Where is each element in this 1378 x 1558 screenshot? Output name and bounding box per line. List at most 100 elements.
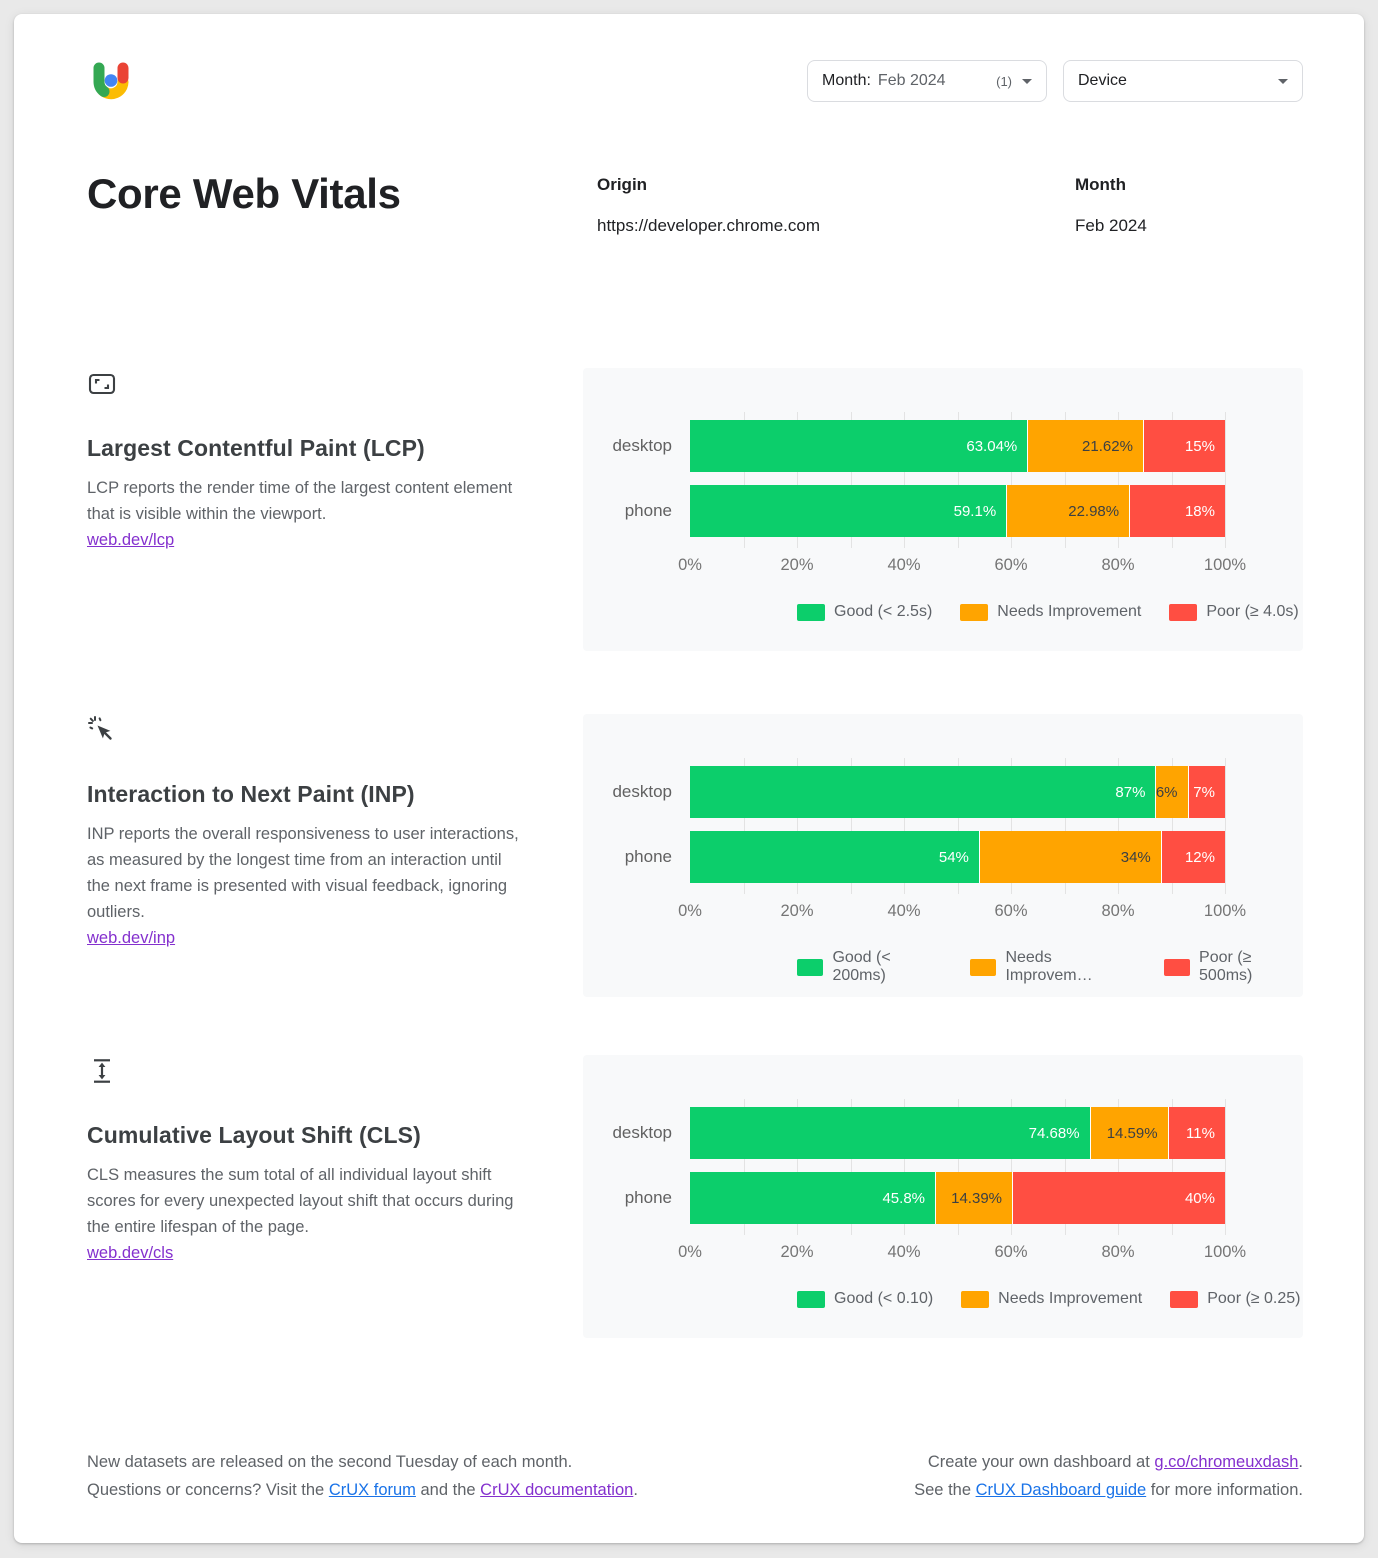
gridline [904, 412, 905, 548]
axis-tick: 80% [1101, 902, 1135, 920]
bar-segment-poor[interactable]: 18% [1129, 485, 1225, 537]
section-lcp: Largest Contentful Paint (LCP) LCP repor… [87, 368, 1303, 651]
gridline [904, 1099, 905, 1235]
legend-label: Needs Improvement [998, 1290, 1143, 1307]
axis-tick: 100% [1203, 902, 1247, 920]
bar-segment-good[interactable]: 87% [690, 766, 1156, 818]
lcp-info: Largest Contentful Paint (LCP) LCP repor… [87, 368, 583, 651]
legend-item: Poor (≥ 500ms) [1163, 949, 1303, 985]
gridline [1064, 412, 1066, 548]
gridline [1064, 758, 1066, 894]
crux-forum-link[interactable]: CrUX forum [328, 1481, 416, 1499]
metric-description: LCP reports the render time of the large… [87, 479, 513, 523]
bar-row-desktop: desktop 63.04% 21.62% 15% [612, 420, 1225, 472]
bar-segment-poor[interactable]: 7% [1187, 766, 1225, 818]
bar-segment-needs-improvement[interactable]: 21.62% [1027, 420, 1143, 472]
bar-segment-good[interactable]: 59.1% [690, 485, 1007, 537]
metric-title: Interaction to Next Paint (INP) [87, 781, 415, 807]
axis-tick: 0% [678, 902, 702, 920]
axis-tick: 100% [1203, 556, 1247, 574]
inp-doc-link[interactable]: web.dev/inp [87, 929, 176, 947]
gridline [743, 1099, 745, 1235]
x-axis: 0% 20% 40% 60% 80% 100% [678, 902, 1246, 922]
lcp-doc-link[interactable]: web.dev/lcp [87, 531, 175, 549]
crux-documentation-link[interactable]: CrUX documentation [480, 1481, 634, 1499]
legend-label: Good (< 0.10) [834, 1290, 934, 1307]
inp-info: Interaction to Next Paint (INP) INP repo… [87, 714, 583, 997]
month-label: Month [1075, 175, 1126, 194]
axis-tick: 100% [1203, 1243, 1247, 1261]
origin-meta: Origin https://developer.chrome.com [597, 170, 1075, 236]
gridline [850, 1099, 852, 1235]
crux-logo-icon [93, 62, 129, 100]
legend-swatch [1163, 958, 1191, 976]
axis-tick: 80% [1101, 556, 1135, 574]
legend-swatch [970, 958, 997, 976]
bar-row-phone: phone 54% 34% 12% [625, 831, 1225, 883]
gridline [797, 412, 798, 548]
legend-item: Good (< 200ms) [797, 949, 942, 985]
cls-doc-link[interactable]: web.dev/cls [87, 1244, 174, 1262]
gridline [1225, 758, 1226, 894]
device-filter-dropdown[interactable]: Device [1063, 60, 1303, 102]
legend-item: Needs Improvement [961, 1290, 1142, 1308]
section-cls: Cumulative Layout Shift (CLS) CLS measur… [87, 1055, 1303, 1338]
gridline [1171, 758, 1173, 894]
bar-segment-poor[interactable]: 11% [1167, 1107, 1225, 1159]
bar-segment-needs-improvement[interactable]: 14.39% [935, 1172, 1012, 1224]
chevron-down-icon [1022, 78, 1032, 84]
category-label: desktop [612, 1123, 672, 1142]
gridline [1064, 1099, 1066, 1235]
cls-info: Cumulative Layout Shift (CLS) CLS measur… [87, 1055, 583, 1338]
month-meta: Month Feb 2024 [1075, 170, 1147, 236]
cls-legend: Good (< 0.10) Needs Improvement Poor (≥ 0.… [797, 1290, 1303, 1308]
bar-segment-poor[interactable]: 40% [1012, 1172, 1225, 1224]
gridline [1225, 1099, 1226, 1235]
report-card: Month: Feb 2024 (1) Device Core Web Vita… [14, 14, 1364, 1543]
gridline [1011, 412, 1012, 548]
gridline [743, 412, 745, 548]
dashboard-guide-link[interactable]: CrUX Dashboard guide [975, 1481, 1147, 1499]
footer-right: Create your own dashboard at g.co/chrome… [914, 1453, 1303, 1499]
bar-segment-poor[interactable]: 15% [1142, 420, 1225, 472]
gridline [957, 758, 959, 894]
gridline [1118, 758, 1119, 894]
axis-tick: 40% [887, 902, 921, 920]
bar-segment-needs-improvement[interactable]: 6% [1155, 766, 1188, 818]
bar-row-phone: phone 45.8% 14.39% 40% [625, 1172, 1225, 1224]
axis-tick: 20% [780, 902, 814, 920]
cls-chart: desktop 74.68% 14.59% 11% phone 45.8% 14.39% 40… [612, 1099, 1246, 1263]
bar-segment-poor[interactable]: 12% [1160, 831, 1225, 883]
bar-segment-good[interactable]: 63.04% [690, 420, 1028, 472]
axis-tick: 40% [887, 556, 921, 574]
chromeuxdash-link[interactable]: g.co/chromeuxdash [1154, 1453, 1299, 1471]
month-filter-count: (1) [996, 73, 1012, 89]
bar-segment-good[interactable]: 45.8% [690, 1172, 936, 1224]
legend-label: Good (< 2.5s) [834, 603, 933, 620]
bar-segment-good[interactable]: 74.68% [690, 1107, 1090, 1159]
category-label: phone [624, 847, 672, 866]
bar-segment-needs-improvement[interactable]: 22.98% [1006, 485, 1130, 537]
axis-tick: 80% [1101, 1243, 1135, 1261]
bar-segment-good[interactable]: 54% [690, 831, 979, 883]
axis-tick: 20% [780, 1243, 814, 1261]
origin-label: Origin [597, 175, 648, 194]
legend-swatch [1169, 603, 1198, 621]
month-filter-dropdown[interactable]: Month: Feb 2024 (1) [807, 60, 1047, 102]
legend-item: Good (< 2.5s) [797, 603, 932, 621]
legend-item: Poor (≥ 4.0s) [1169, 603, 1299, 621]
bar-segment-needs-improvement[interactable]: 34% [978, 831, 1161, 883]
axis-tick: 60% [994, 556, 1028, 574]
legend-label: Needs Improvem… [1005, 949, 1093, 984]
inp-chart-panel: desktop 87% 6% 7% phone 54% 34% 12% 0% 20% 40% 60% 8… [583, 714, 1303, 997]
gridline [1011, 758, 1012, 894]
lcp-chart-panel: desktop 63.04% 21.62% 15% phone 59.1% 22.98% 18… [583, 368, 1303, 651]
legend-swatch [797, 958, 824, 976]
legend-swatch [797, 1290, 825, 1308]
x-axis: 0% 20% 40% 60% 80% 100% [678, 556, 1246, 576]
gridline [1118, 1099, 1119, 1235]
legend-label: Good (< 200ms) [832, 949, 891, 984]
footer-release-note: New datasets are released on the second … [87, 1453, 573, 1471]
bar-segment-needs-improvement[interactable]: 14.59% [1089, 1107, 1168, 1159]
gridline [850, 412, 852, 548]
